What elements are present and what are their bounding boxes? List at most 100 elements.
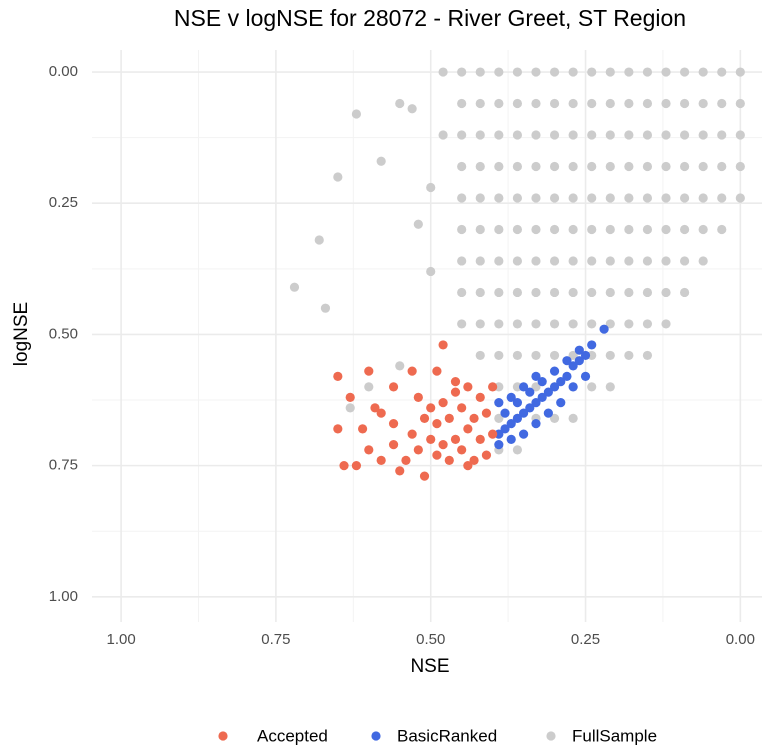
point <box>531 371 541 382</box>
point <box>624 161 634 172</box>
point <box>580 350 591 361</box>
point <box>549 256 560 266</box>
point <box>568 161 578 172</box>
point <box>587 224 597 235</box>
point <box>413 445 423 455</box>
point <box>549 193 560 203</box>
point <box>444 413 454 423</box>
point <box>494 224 504 235</box>
point <box>549 319 560 329</box>
point <box>605 161 615 172</box>
point <box>320 303 331 313</box>
point <box>426 403 436 413</box>
point <box>587 98 597 109</box>
point <box>568 98 578 109</box>
point <box>457 161 467 172</box>
point <box>531 319 541 329</box>
point <box>624 98 634 109</box>
point <box>438 340 448 350</box>
point <box>512 413 523 423</box>
point <box>549 67 560 77</box>
point <box>698 224 708 235</box>
point <box>605 350 615 361</box>
point <box>370 403 380 413</box>
point <box>549 366 560 376</box>
point <box>475 319 485 329</box>
point <box>624 287 634 298</box>
point <box>556 398 566 408</box>
point <box>642 161 653 172</box>
point <box>494 440 504 450</box>
points <box>289 67 745 481</box>
point <box>512 350 523 361</box>
point <box>432 366 442 376</box>
point <box>376 156 386 166</box>
point <box>642 67 653 77</box>
point <box>457 319 467 329</box>
point <box>661 319 671 329</box>
x-tick-label: 0.50 <box>416 631 445 648</box>
point <box>587 256 597 266</box>
point <box>333 424 343 434</box>
point <box>438 398 448 408</box>
point <box>475 130 485 140</box>
point <box>624 319 634 329</box>
point <box>587 67 597 77</box>
point <box>568 319 578 329</box>
point <box>568 193 578 203</box>
point <box>494 98 504 109</box>
point <box>568 224 578 235</box>
point <box>444 455 454 465</box>
point <box>494 193 504 203</box>
point <box>531 161 541 172</box>
point <box>494 413 504 423</box>
point <box>543 408 553 418</box>
point <box>419 471 430 481</box>
point <box>457 98 467 109</box>
point <box>531 67 541 77</box>
point <box>556 377 566 387</box>
point <box>568 287 578 298</box>
point <box>494 287 504 298</box>
point <box>549 287 560 298</box>
point <box>661 130 671 140</box>
point <box>463 382 473 392</box>
point <box>679 193 690 203</box>
point <box>469 413 479 423</box>
point <box>364 445 374 455</box>
point <box>506 392 516 402</box>
legend: Accepted BasicRanked FullSample <box>218 726 657 745</box>
point <box>333 371 343 382</box>
point <box>450 377 461 387</box>
point <box>605 98 615 109</box>
y-tick-label: 0.00 <box>49 63 78 80</box>
point <box>698 193 708 203</box>
point <box>457 193 467 203</box>
point <box>351 461 362 471</box>
point <box>735 193 745 203</box>
point <box>475 98 485 109</box>
point <box>531 398 541 408</box>
point <box>407 104 417 114</box>
point <box>481 408 492 418</box>
point <box>475 67 485 77</box>
y-tick-label: 0.50 <box>49 325 78 342</box>
point <box>698 130 708 140</box>
point <box>512 98 523 109</box>
point <box>587 319 597 329</box>
point <box>475 392 485 402</box>
point <box>364 366 374 376</box>
point <box>679 130 690 140</box>
point <box>735 130 745 140</box>
point <box>605 193 615 203</box>
point <box>481 450 492 460</box>
point <box>587 130 597 140</box>
point <box>376 455 386 465</box>
point <box>624 256 634 266</box>
point <box>661 287 671 298</box>
point <box>512 67 523 77</box>
point <box>624 224 634 235</box>
point <box>512 161 523 172</box>
point <box>463 424 473 434</box>
